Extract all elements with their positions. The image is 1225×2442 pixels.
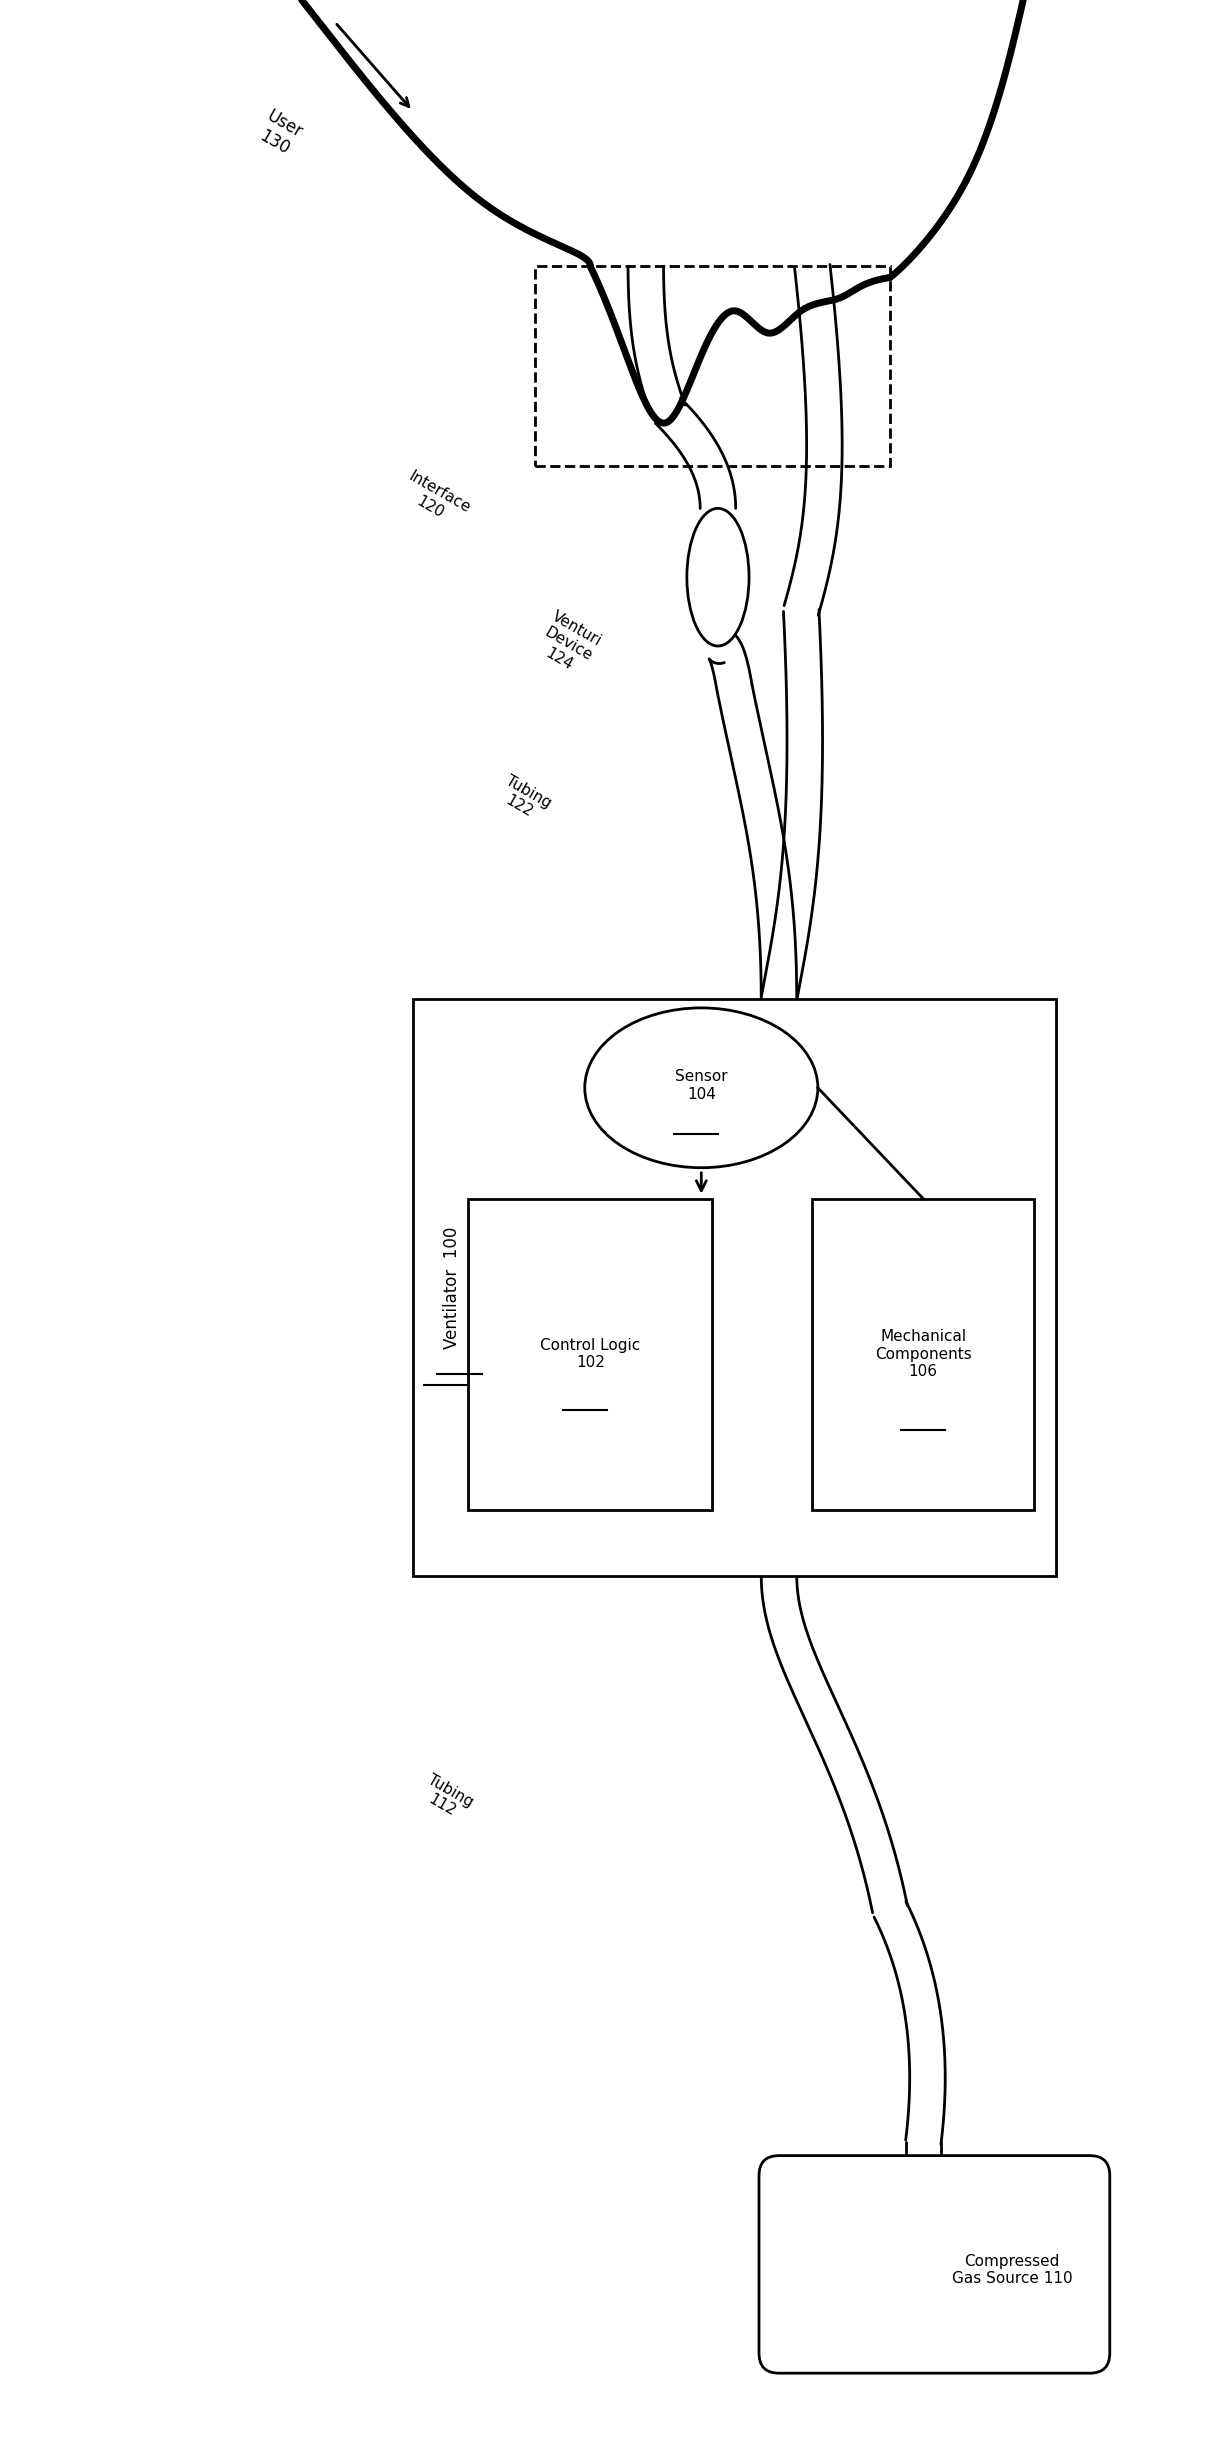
Bar — [468, 1199, 713, 1509]
Ellipse shape — [687, 508, 748, 647]
Text: Control Logic
102: Control Logic 102 — [540, 1338, 641, 1370]
Bar — [812, 1199, 1034, 1509]
Text: Tubing
122: Tubing 122 — [494, 772, 554, 825]
Text: Interface
120: Interface 120 — [397, 469, 473, 530]
Text: Venturi
Device
124: Venturi Device 124 — [532, 608, 604, 679]
Text: Compressed
Gas Source 110: Compressed Gas Source 110 — [952, 2254, 1072, 2286]
Bar — [535, 266, 891, 466]
Text: Mechanical
Components
106: Mechanical Components 106 — [875, 1328, 971, 1380]
Ellipse shape — [584, 1009, 818, 1167]
Bar — [413, 999, 1056, 1575]
FancyBboxPatch shape — [760, 2156, 1110, 2374]
Text: Ventilator  100: Ventilator 100 — [442, 1226, 461, 1348]
Text: User
130: User 130 — [254, 107, 306, 159]
Text: Sensor
104: Sensor 104 — [675, 1070, 728, 1101]
Text: Tubing
112: Tubing 112 — [417, 1770, 475, 1824]
